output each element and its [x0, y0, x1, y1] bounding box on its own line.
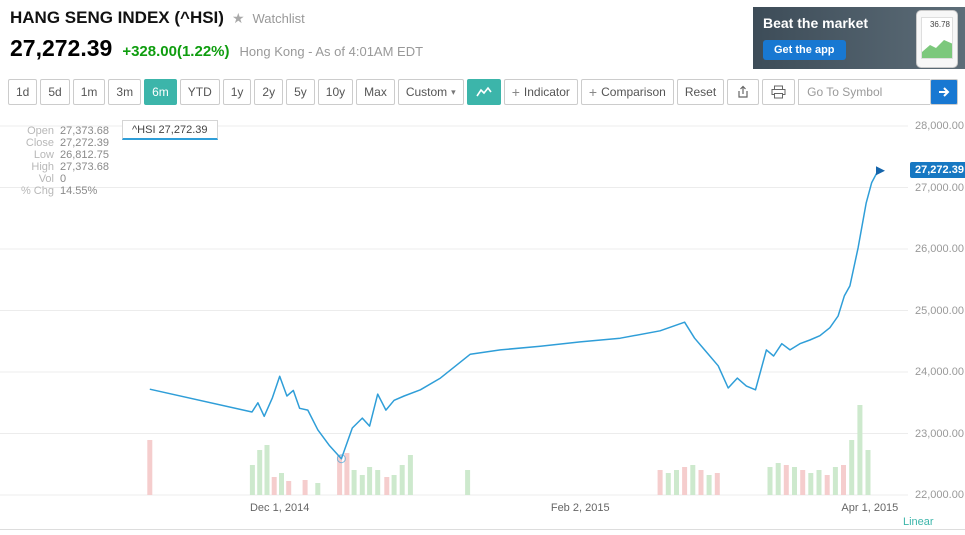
y-axis-label: 22,000.00: [915, 489, 964, 501]
arrow-right-icon: [939, 87, 950, 97]
stat-label: Vol: [38, 173, 54, 185]
go-to-symbol-input[interactable]: [798, 79, 931, 105]
x-axis: Dec 1, 2014 Feb 2, 2015 Apr 1, 2015: [0, 502, 908, 516]
y-axis-label: 24,000.00: [915, 366, 964, 378]
range-2y[interactable]: 2y: [254, 79, 284, 105]
y-axis-label: 23,000.00: [915, 427, 964, 440]
phone-mini-chart: [922, 40, 952, 58]
stat-label: Open: [27, 125, 54, 137]
last-price-tag: 27,272.39: [910, 161, 965, 178]
quote-header: HANG SENG INDEX (^HSI) ★ Watchlist 27,27…: [10, 8, 423, 62]
stat-value: 27,373.68: [60, 161, 109, 173]
printer-icon: [771, 85, 786, 99]
stat-row: Low 26,812.75: [6, 149, 109, 161]
x-axis-label: Dec 1, 2014: [249, 502, 310, 514]
custom-range-button[interactable]: Custom ▾: [397, 79, 464, 105]
divider: [0, 529, 965, 530]
y-axis-label: 25,000.00: [915, 304, 964, 317]
chevron-down-icon: ▾: [451, 86, 456, 97]
stat-row: Close 27,272.39: [6, 137, 109, 149]
stat-row: % Chg 14.55%: [6, 185, 109, 197]
indicator-button[interactable]: + Indicator: [503, 79, 578, 105]
y-axis-label: 26,000.00: [915, 243, 964, 255]
range-max[interactable]: Max: [356, 79, 395, 105]
page-title: HANG SENG INDEX (^HSI): [10, 8, 224, 27]
chart-region: Open 27,373.68 Close 27,272.39 Low 26,812.7…: [0, 113, 965, 533]
stat-label: High: [31, 161, 54, 173]
share-button[interactable]: [727, 79, 760, 105]
reset-button[interactable]: Reset: [676, 79, 725, 105]
comparison-button[interactable]: + Comparison: [580, 79, 674, 105]
title-row: HANG SENG INDEX (^HSI) ★ Watchlist: [10, 8, 423, 28]
chart-toolbar: 1d 5d 1m 3m 6m YTD 1y 2y 5y 10y Max Cust…: [8, 79, 959, 105]
y-axis-label: 27,000.00: [915, 181, 964, 194]
plus-icon: +: [511, 84, 520, 100]
stat-row: Open 27,373.68: [6, 125, 109, 137]
legend-text: ^HSI 27,272.39: [132, 124, 208, 136]
ad-headline: Beat the market: [763, 15, 869, 31]
price-change: +328.00(1.22%): [122, 43, 230, 60]
share-icon: [738, 85, 748, 98]
quote-subtitle: Hong Kong - As of 4:01AM EDT: [239, 44, 424, 59]
last-price: 27,272.39: [10, 35, 113, 61]
ohlc-stats: Open 27,373.68 Close 27,272.39 Low 26,812.7…: [6, 125, 109, 197]
ad-banner[interactable]: Beat the market Get the app 36.78: [753, 7, 965, 69]
y-axis-label: 28,000.00: [915, 120, 964, 132]
comparison-label: Comparison: [601, 85, 666, 99]
y-axis: 28,000.00 27,000.00 26,000.00 25,000.00 24,0…: [908, 113, 965, 503]
price-chart[interactable]: [0, 113, 908, 503]
stat-label: Close: [25, 137, 54, 149]
print-button[interactable]: [762, 79, 796, 105]
go-to-symbol-group: [798, 79, 959, 105]
stat-value: 26,812.75: [60, 149, 109, 161]
indicator-label: Indicator: [523, 85, 570, 99]
go-button[interactable]: [930, 79, 959, 105]
range-10y[interactable]: 10y: [317, 79, 354, 105]
stat-value: 27,373.68: [60, 125, 109, 137]
custom-range-label: Custom: [405, 85, 448, 99]
range-ytd[interactable]: YTD: [179, 79, 220, 105]
star-icon[interactable]: ★: [231, 9, 245, 26]
x-axis-label: Feb 2, 2015: [550, 502, 610, 514]
phone-price: 36.78: [929, 20, 950, 29]
stat-value: 0: [60, 173, 67, 185]
range-1y[interactable]: 1y: [222, 79, 252, 105]
range-5y[interactable]: 5y: [286, 79, 315, 105]
stat-value: 27,272.39: [60, 137, 109, 149]
phone-screen: 36.78: [921, 17, 953, 59]
line-chart-icon: [476, 86, 492, 97]
range-1m[interactable]: 1m: [72, 79, 106, 105]
stat-label: % Chg: [20, 185, 54, 197]
plus-icon: +: [588, 84, 598, 100]
price-row: 27,272.39 +328.00(1.22%) Hong Kong - As …: [10, 35, 423, 62]
stat-label: Low: [33, 149, 54, 161]
x-axis-label: Apr 1, 2015: [841, 502, 899, 514]
chart-type-button[interactable]: [466, 79, 501, 105]
range-5d[interactable]: 5d: [40, 79, 70, 105]
series-legend[interactable]: ^HSI 27,272.39: [122, 120, 218, 140]
stat-row: High 27,373.68: [6, 161, 109, 173]
stat-row: Vol 0: [6, 173, 109, 185]
get-app-button[interactable]: Get the app: [763, 40, 846, 60]
scale-toggle[interactable]: Linear: [903, 516, 934, 528]
stat-value: 14.55%: [60, 185, 98, 197]
range-6m[interactable]: 6m: [144, 79, 177, 105]
watchlist-link[interactable]: Watchlist: [252, 10, 305, 26]
phone-image: 36.78: [916, 10, 958, 68]
range-3m[interactable]: 3m: [108, 79, 142, 105]
range-1d[interactable]: 1d: [8, 79, 38, 105]
